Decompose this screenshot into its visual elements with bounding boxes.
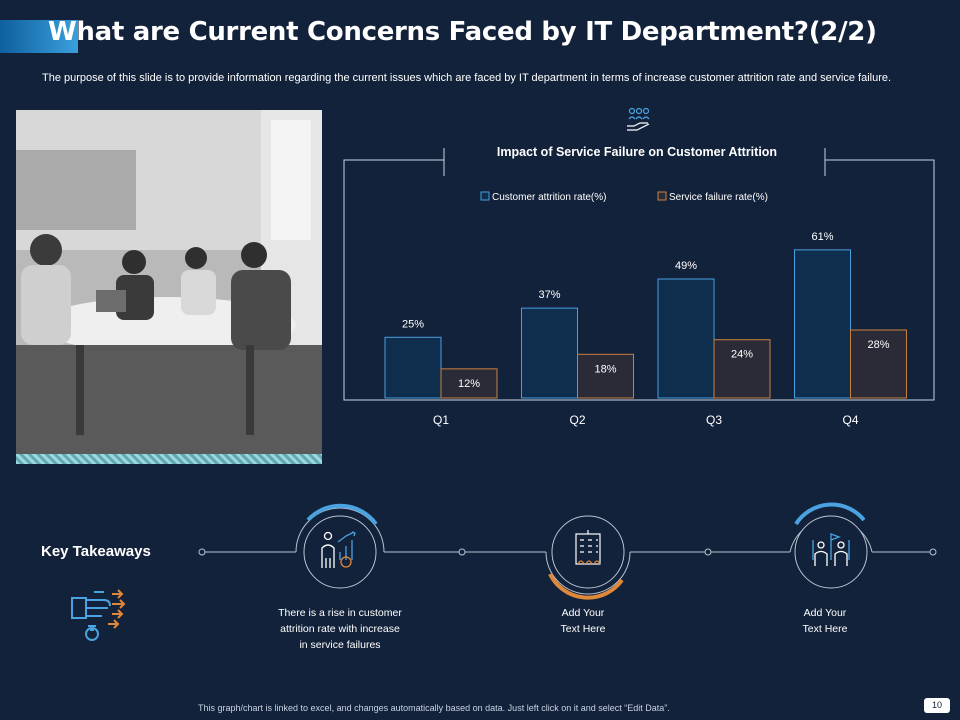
bar-attrition-q1 (384, 336, 442, 399)
timeline-arc (545, 551, 631, 595)
chart-title: Impact of Service Failure on Customer At… (497, 145, 777, 159)
chart-canvas: Impact of Service Failure on Customer At… (343, 145, 935, 427)
team-flag-icon (812, 533, 850, 566)
chart-bars: 25% 12% Q1 37% 18% Q2 49% 24% Q3 61% 28% Q4 (384, 231, 907, 427)
page-number: 10 (924, 698, 950, 713)
takeaway-2-line-2: Text Here (560, 623, 606, 635)
data-label-failure-q3: 24% (731, 349, 753, 361)
page-title: What are Current Concerns Faced by IT De… (48, 17, 877, 47)
page-subtitle: The purpose of this slide is to provide … (42, 72, 892, 84)
timeline-arc-accent (794, 502, 866, 526)
takeaway-2-line-1: Add Your (561, 607, 605, 619)
bar-failure-q2 (577, 353, 634, 399)
bar-failure-q3 (713, 339, 771, 399)
legend-label-failure: Service failure rate(%) (669, 192, 768, 203)
x-tick-label-q3: Q3 (706, 413, 722, 427)
bar-attrition-q2 (521, 307, 578, 399)
people-chart-icon (321, 531, 356, 568)
bar-attrition-q4 (794, 249, 851, 399)
bar-attrition-q3 (657, 278, 715, 399)
timeline-arc-accent (548, 573, 624, 600)
timeline-arc (295, 507, 385, 553)
data-label-attrition-q4: 61% (811, 231, 833, 243)
takeaway-3-text: Add Your Text Here (745, 605, 905, 637)
meeting-photo (16, 110, 322, 464)
timeline-dot (929, 548, 937, 556)
takeaway-3-line-1: Add Your (803, 607, 847, 619)
data-label-failure-q2: 18% (594, 363, 616, 375)
x-tick-label-q2: Q2 (569, 413, 585, 427)
hand-key-icon (71, 589, 126, 641)
hand-people-icon (627, 107, 650, 131)
bar-failure-q1 (440, 368, 498, 399)
data-label-attrition-q3: 49% (675, 260, 697, 272)
data-label-attrition-q1: 25% (402, 318, 424, 330)
takeaway-3-line-2: Text Here (802, 623, 848, 635)
chart-frame (343, 148, 935, 401)
takeaway-1-line-1: There is a rise in customer (278, 607, 402, 619)
takeaway-1-text: There is a rise in customer attrition ra… (260, 605, 420, 653)
attrition-chart: Impact of Service Failure on Customer At… (343, 145, 935, 427)
data-label-attrition-q2: 37% (538, 289, 560, 301)
legend-swatch-failure (657, 191, 667, 201)
building-icon (575, 530, 601, 565)
takeaway-2-text: Add Your Text Here (503, 605, 663, 637)
timeline-dot (198, 548, 206, 556)
timeline-dot (458, 548, 466, 556)
x-tick-label-q4: Q4 (842, 413, 858, 427)
key-takeaways-title: Key Takeaways (41, 543, 151, 560)
takeaways-timeline (198, 502, 937, 600)
bar-failure-q4 (850, 329, 907, 399)
legend-label-attrition: Customer attrition rate(%) (492, 192, 606, 203)
timeline-dot (704, 548, 712, 556)
title-accent-bar (0, 20, 78, 53)
takeaway-1-line-3: in service failures (299, 639, 381, 651)
data-label-failure-q4: 28% (867, 339, 889, 351)
x-tick-label-q1: Q1 (433, 413, 449, 427)
takeaway-1-line-2: attrition rate with increase (280, 623, 400, 635)
timeline-arc-accent (306, 503, 378, 526)
footer-note: This graph/chart is linked to excel, and… (198, 703, 670, 713)
data-label-failure-q1: 12% (458, 378, 480, 390)
legend-swatch-attrition (480, 191, 490, 201)
photo-stripe-decoration (16, 454, 322, 464)
